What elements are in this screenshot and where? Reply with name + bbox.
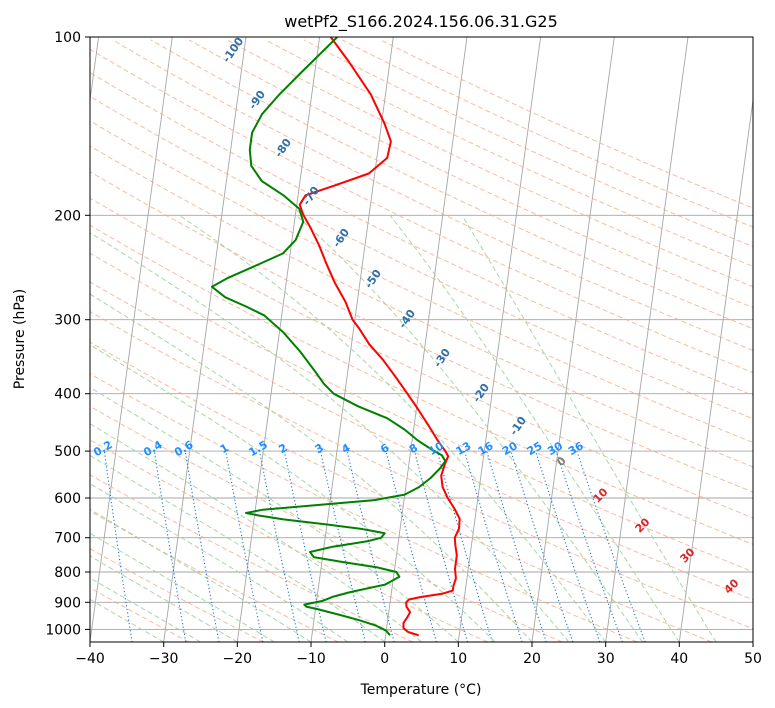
isotherm-line xyxy=(678,96,753,642)
x-axis-label: Temperature (°C) xyxy=(360,682,482,698)
isotherm-line xyxy=(236,37,321,642)
mixing-ratio-line xyxy=(225,451,264,642)
mixing-ratio-line xyxy=(319,450,366,642)
moist-adiabat-line xyxy=(389,214,680,642)
mixing-ratio-line xyxy=(510,450,574,642)
isotherm-line xyxy=(531,37,615,642)
y-tick-label: 600 xyxy=(54,491,81,507)
moist-adiabat-line xyxy=(90,423,422,642)
mixing-ratio-line xyxy=(258,450,300,642)
dry-adiabat-line xyxy=(227,39,753,288)
dry-adiabat-line xyxy=(188,39,753,309)
isotherm-line xyxy=(384,37,468,642)
x-tick-label: 30 xyxy=(597,651,615,667)
mixing-ratio-line xyxy=(486,450,547,642)
dry-adiabat-line xyxy=(341,39,753,228)
moist-adiabat-line xyxy=(90,344,496,642)
dry-adiabat-line xyxy=(90,224,753,545)
x-tick-label: −20 xyxy=(223,651,253,667)
moist-adiabat-line xyxy=(90,454,385,642)
mixing-ratio-line xyxy=(346,450,395,642)
x-tick-label: −10 xyxy=(296,651,326,667)
mixing-ratio-line xyxy=(576,450,646,642)
mixing-ratio-line xyxy=(555,450,623,642)
moist-adiabat-line xyxy=(90,555,238,642)
temperature-line xyxy=(298,37,461,637)
y-tick-label: 800 xyxy=(54,565,81,581)
y-tick-label: 700 xyxy=(54,531,81,547)
moist-adiabat-line xyxy=(90,232,570,642)
dry-adiabat-line xyxy=(90,281,753,601)
moist-adiabat-line xyxy=(90,577,201,642)
dewpoint-line xyxy=(211,37,447,636)
moist-adiabat-line xyxy=(295,214,643,642)
dry-adiabat-line xyxy=(112,39,753,352)
x-tick-label: 10 xyxy=(449,651,467,667)
dry-adiabat-line xyxy=(90,120,753,444)
mixing-ratio-line xyxy=(184,451,220,642)
dry-adiabat-line xyxy=(90,252,753,573)
mixing-ratio-line xyxy=(535,450,601,642)
dry-adiabat-line xyxy=(380,39,753,209)
dry-adiabat-line xyxy=(265,39,753,268)
moist-adiabat-line xyxy=(90,293,533,642)
moist-adiabat-line xyxy=(90,508,312,642)
dry-adiabat-line xyxy=(90,72,753,396)
chart-title: wetPf2_S166.2024.156.06.31.G25 xyxy=(284,12,558,32)
x-tick-label: 0 xyxy=(380,651,389,667)
moist-adiabat-line xyxy=(90,598,164,642)
moist-adiabat-line xyxy=(461,215,717,642)
y-tick-label: 200 xyxy=(54,208,81,224)
isotherm-line xyxy=(605,37,689,642)
isotherm-line xyxy=(752,638,753,642)
y-tick-label: 900 xyxy=(54,595,81,611)
isotherm-line xyxy=(163,37,247,642)
y-tick-label: 400 xyxy=(54,387,81,403)
x-tick-label: 40 xyxy=(670,651,688,667)
y-tick-label: 100 xyxy=(54,30,81,46)
data-series xyxy=(211,37,461,637)
isotherm-line xyxy=(90,37,100,104)
plot-background xyxy=(90,37,753,642)
y-tick-label: 500 xyxy=(54,444,81,460)
dry-adiabat-line xyxy=(90,311,753,630)
mixing-ratio-line xyxy=(283,450,327,642)
x-tick-label: −30 xyxy=(149,651,179,667)
axes: −40 −30 −20 −10 0 10 20 30 40 50 100 200 300 400 500 60… xyxy=(45,30,762,667)
y-axis-label: Pressure (hPa) xyxy=(12,289,28,389)
moist-adiabat-line xyxy=(90,532,275,642)
y-tick-label: 1000 xyxy=(45,622,81,638)
mixing-ratio-line xyxy=(153,451,187,642)
x-tick-label: 20 xyxy=(523,651,541,667)
dry-adiabat-line xyxy=(90,474,414,642)
isotherm-line xyxy=(90,37,173,642)
isotherm-line xyxy=(457,37,542,642)
y-tick-label: 300 xyxy=(54,313,81,329)
x-tick-label: 50 xyxy=(744,651,762,667)
dry-adiabat-line xyxy=(90,171,753,493)
moist-adiabat-line xyxy=(90,483,349,642)
moist-adiabat-line xyxy=(179,214,607,642)
x-tick-label: −40 xyxy=(75,651,105,667)
dry-adiabat-line xyxy=(90,439,488,642)
background-lines xyxy=(90,37,753,642)
plot-frame xyxy=(89,36,754,643)
